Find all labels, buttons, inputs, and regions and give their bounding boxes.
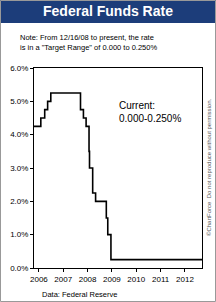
- svg-text:2006: 2006: [30, 275, 48, 284]
- svg-text:2011: 2011: [152, 275, 170, 284]
- svg-text:©ChartForce Do not reproduce: ©ChartForce Do not reproduce without per…: [206, 99, 212, 236]
- svg-text:2008: 2008: [79, 275, 97, 284]
- svg-text:5.0%: 5.0%: [10, 97, 28, 106]
- svg-text:4.0%: 4.0%: [10, 130, 28, 139]
- svg-text:3.0%: 3.0%: [10, 164, 28, 173]
- svg-text:1.0%: 1.0%: [10, 230, 28, 239]
- svg-text:2010: 2010: [127, 275, 145, 284]
- svg-text:2012: 2012: [176, 275, 194, 284]
- svg-text:Current:0.000-0.250%: Current:0.000-0.250%: [119, 100, 181, 124]
- svg-text:2.0%: 2.0%: [10, 197, 28, 206]
- svg-text:Note: From 12/16/08 to present: Note: From 12/16/08 to present, the rate…: [20, 33, 157, 52]
- svg-text:6.0%: 6.0%: [10, 64, 28, 73]
- svg-text:2007: 2007: [54, 275, 72, 284]
- svg-text:2009: 2009: [103, 275, 121, 284]
- svg-text:Federal Funds Rate: Federal Funds Rate: [43, 3, 173, 19]
- svg-text:0.0%: 0.0%: [10, 264, 28, 273]
- svg-text:Data: Federal Reserve: Data: Federal Reserve: [42, 290, 117, 299]
